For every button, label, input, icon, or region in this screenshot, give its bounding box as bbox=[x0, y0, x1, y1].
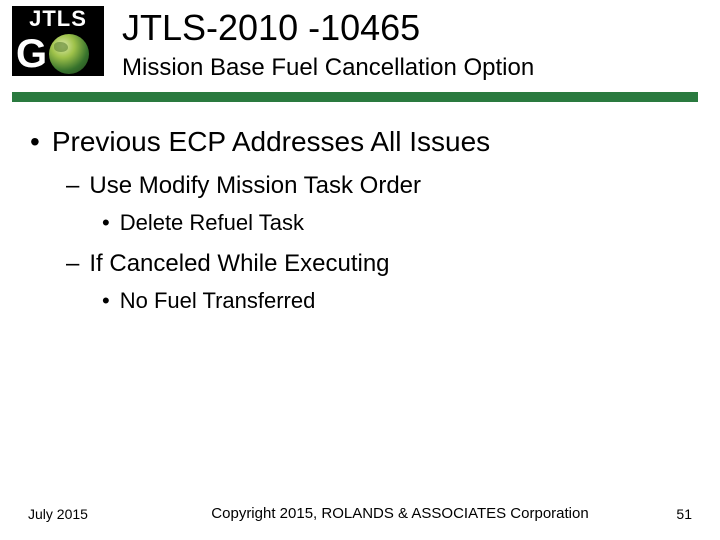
bullet-dot-icon: • bbox=[30, 126, 40, 158]
bullet-level2: – Use Modify Mission Task Order bbox=[66, 172, 690, 200]
logo-top-text: JTLS bbox=[12, 6, 104, 32]
slide-footer: July 2015 Copyright 2015, ROLANDS & ASSO… bbox=[0, 505, 720, 522]
slide-subtitle: Mission Base Fuel Cancellation Option bbox=[122, 54, 534, 82]
dash-icon: – bbox=[66, 172, 79, 200]
globe-icon bbox=[49, 34, 89, 74]
bullet-text: Use Modify Mission Task Order bbox=[89, 172, 421, 200]
bullet-level2: – If Canceled While Executing bbox=[66, 250, 690, 278]
slide-header: JTLS G JTLS-2010 -10465 Mission Base Fue… bbox=[0, 0, 720, 82]
logo-letter: G bbox=[16, 34, 47, 74]
slide-content: • Previous ECP Addresses All Issues – Us… bbox=[0, 102, 720, 314]
bullet-dot-icon: • bbox=[102, 288, 110, 314]
dash-icon: – bbox=[66, 250, 79, 278]
title-block: JTLS-2010 -10465 Mission Base Fuel Cance… bbox=[104, 6, 534, 82]
bullet-level3: • No Fuel Transferred bbox=[102, 288, 690, 314]
bullet-text: Delete Refuel Task bbox=[120, 210, 304, 236]
bullet-text: No Fuel Transferred bbox=[120, 288, 316, 314]
bullet-dot-icon: • bbox=[102, 210, 110, 236]
bullet-level3: • Delete Refuel Task bbox=[102, 210, 690, 236]
bullet-level1: • Previous ECP Addresses All Issues bbox=[30, 126, 690, 158]
footer-copyright: Copyright 2015, ROLANDS & ASSOCIATES Cor… bbox=[168, 505, 632, 522]
footer-date: July 2015 bbox=[28, 506, 168, 522]
header-rule bbox=[12, 92, 698, 102]
bullet-text: Previous ECP Addresses All Issues bbox=[52, 126, 490, 158]
slide-title: JTLS-2010 -10465 bbox=[122, 8, 534, 48]
bullet-text: If Canceled While Executing bbox=[89, 250, 389, 278]
jtls-logo: JTLS G bbox=[12, 6, 104, 76]
logo-bottom-row: G bbox=[16, 34, 89, 74]
footer-page-number: 51 bbox=[632, 506, 692, 522]
